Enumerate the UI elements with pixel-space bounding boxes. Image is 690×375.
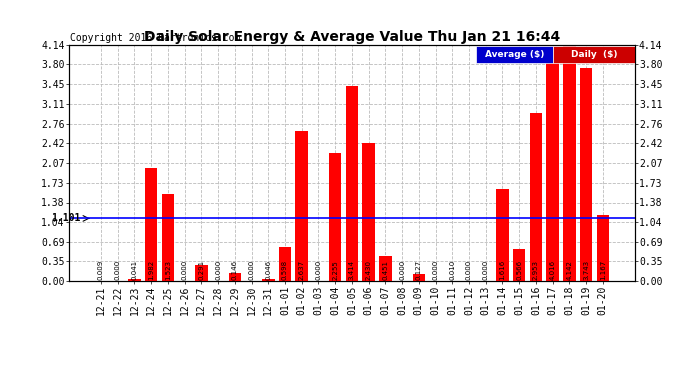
Text: 0.000: 0.000 <box>248 260 255 280</box>
Text: 0.041: 0.041 <box>132 260 137 280</box>
Bar <box>128 279 141 281</box>
Text: 0.000: 0.000 <box>466 260 472 280</box>
Text: 0.566: 0.566 <box>516 260 522 280</box>
Bar <box>597 214 609 281</box>
FancyBboxPatch shape <box>553 46 635 63</box>
Text: 3.414: 3.414 <box>349 260 355 280</box>
Text: 3.743: 3.743 <box>583 260 589 280</box>
Bar <box>262 279 275 281</box>
Bar <box>362 142 375 281</box>
Bar <box>530 113 542 281</box>
Text: 0.451: 0.451 <box>382 260 388 280</box>
Bar <box>546 52 559 281</box>
Text: 2.637: 2.637 <box>299 260 305 280</box>
Text: 0.000: 0.000 <box>433 260 439 280</box>
Bar <box>346 86 358 281</box>
Text: 1.616: 1.616 <box>500 260 506 280</box>
Text: 0.000: 0.000 <box>399 260 405 280</box>
Bar <box>563 45 575 281</box>
Text: 2.255: 2.255 <box>332 260 338 280</box>
FancyBboxPatch shape <box>476 46 553 63</box>
Bar <box>513 249 526 281</box>
Bar <box>379 255 392 281</box>
Bar <box>496 189 509 281</box>
Text: 1.523: 1.523 <box>165 260 171 280</box>
Text: 0.000: 0.000 <box>483 260 489 280</box>
Bar <box>195 265 208 281</box>
Bar <box>161 194 174 281</box>
Bar <box>295 131 308 281</box>
Text: Average ($): Average ($) <box>485 50 544 59</box>
Text: 2.430: 2.430 <box>366 260 372 280</box>
Text: 0.000: 0.000 <box>215 260 221 280</box>
Text: 1.982: 1.982 <box>148 260 154 280</box>
Text: 1.167: 1.167 <box>600 260 606 280</box>
Bar <box>329 153 342 281</box>
Text: 4.016: 4.016 <box>550 260 555 280</box>
Text: 0.598: 0.598 <box>282 260 288 280</box>
Bar <box>228 273 241 281</box>
Text: 0.046: 0.046 <box>265 260 271 280</box>
Bar <box>145 168 157 281</box>
Text: 0.009: 0.009 <box>98 260 104 280</box>
Title: Daily Solar Energy & Average Value Thu Jan 21 16:44: Daily Solar Energy & Average Value Thu J… <box>144 30 560 44</box>
Text: 0.010: 0.010 <box>449 260 455 280</box>
Text: 0.000: 0.000 <box>115 260 121 280</box>
Text: 0.000: 0.000 <box>181 260 188 280</box>
Text: 4.142: 4.142 <box>566 260 572 280</box>
Text: 0.000: 0.000 <box>315 260 322 280</box>
Bar <box>279 247 291 281</box>
Bar <box>580 68 592 281</box>
Text: 0.127: 0.127 <box>416 260 422 280</box>
Bar <box>446 280 459 281</box>
Text: 2.953: 2.953 <box>533 260 539 280</box>
Text: 0.291: 0.291 <box>198 260 204 280</box>
Text: 0.146: 0.146 <box>232 260 238 280</box>
Text: Copyright 2016 Cartronics.com: Copyright 2016 Cartronics.com <box>70 33 240 43</box>
Text: Daily  ($): Daily ($) <box>571 50 617 59</box>
Text: 1.101: 1.101 <box>52 213 81 223</box>
Bar <box>413 274 425 281</box>
